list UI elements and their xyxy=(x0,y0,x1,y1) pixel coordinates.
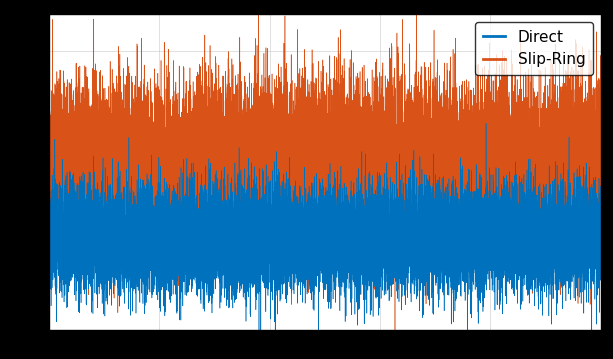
Slip-Ring xyxy=(45,149,53,153)
Direct xyxy=(315,337,322,341)
Direct xyxy=(597,278,604,282)
Direct xyxy=(45,224,53,228)
Direct xyxy=(306,242,314,246)
Slip-Ring xyxy=(255,12,262,16)
Legend: Direct, Slip-Ring: Direct, Slip-Ring xyxy=(475,22,593,75)
Slip-Ring xyxy=(306,148,314,153)
Slip-Ring xyxy=(597,148,604,153)
Slip-Ring xyxy=(183,108,190,113)
Direct xyxy=(482,121,490,125)
Slip-Ring xyxy=(391,343,398,348)
Line: Direct: Direct xyxy=(49,123,601,339)
Direct xyxy=(440,248,447,253)
Direct xyxy=(183,222,190,226)
Slip-Ring xyxy=(400,123,407,127)
Direct xyxy=(379,202,386,206)
Slip-Ring xyxy=(562,173,569,177)
Slip-Ring xyxy=(440,233,447,237)
Direct xyxy=(562,202,569,207)
Direct xyxy=(400,227,407,232)
Slip-Ring xyxy=(379,148,386,153)
Line: Slip-Ring: Slip-Ring xyxy=(49,14,601,345)
